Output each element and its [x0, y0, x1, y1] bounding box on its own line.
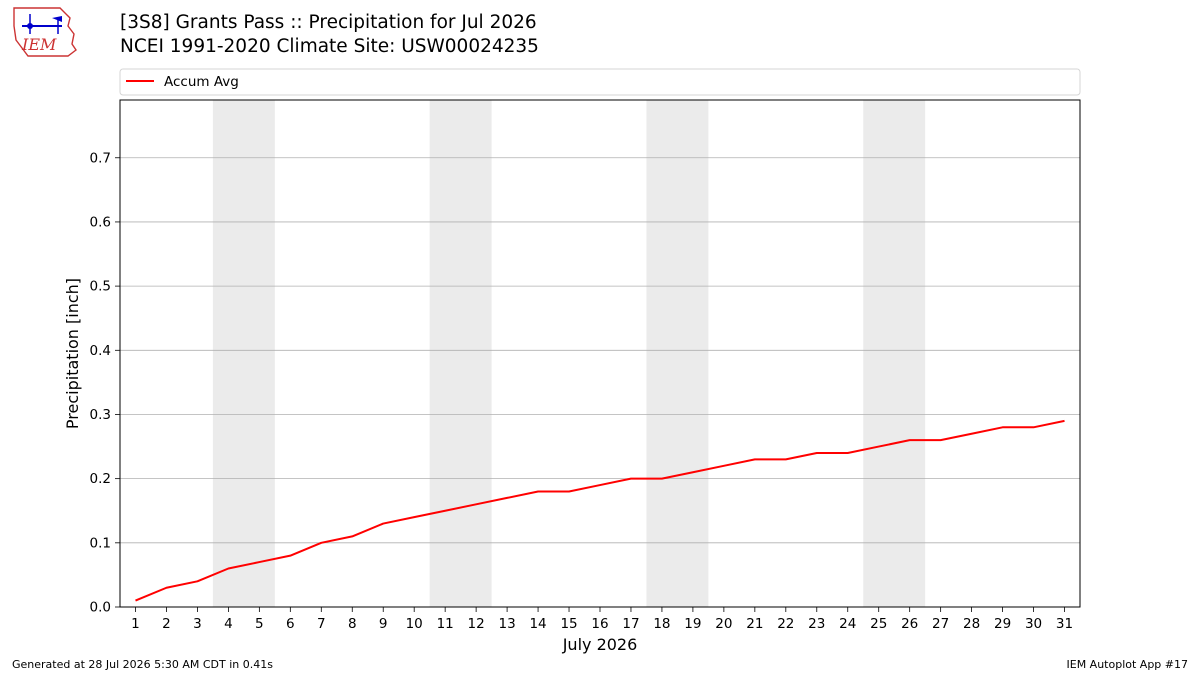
- x-tick-label: 29: [994, 616, 1011, 632]
- x-tick-label: 11: [437, 616, 454, 632]
- x-tick-label: 21: [746, 616, 763, 632]
- x-tick-label: 23: [808, 616, 825, 632]
- x-tick-label: 7: [317, 616, 326, 632]
- x-tick-label: 13: [499, 616, 516, 632]
- x-tick-label: 1: [131, 616, 140, 632]
- x-tick-label: 6: [286, 616, 295, 632]
- chart-title: [3S8] Grants Pass :: Precipitation for J…: [120, 12, 537, 33]
- legend-label: Accum Avg: [164, 74, 239, 90]
- weekend-band: [212, 100, 275, 607]
- x-tick-label: 10: [406, 616, 423, 632]
- y-tick-label: 0.5: [90, 279, 111, 295]
- x-tick-label: 17: [622, 616, 639, 632]
- y-tick-label: 0.7: [90, 150, 111, 166]
- footer-app-text: IEM Autoplot App #17: [1066, 658, 1189, 671]
- y-tick-label: 0.2: [90, 471, 111, 487]
- legend-box: [119, 68, 1081, 96]
- chart-subtitle: NCEI 1991-2020 Climate Site: USW00024235: [120, 36, 539, 57]
- x-tick-label: 27: [932, 616, 949, 632]
- plot-frame: [119, 99, 1081, 608]
- x-tick-label: 15: [560, 616, 577, 632]
- weekend-band: [646, 100, 709, 607]
- x-tick-label: 31: [1056, 616, 1073, 632]
- x-tick-label: 5: [255, 616, 264, 632]
- y-tick-label: 0.4: [90, 343, 111, 359]
- x-tick-label: 20: [715, 616, 732, 632]
- x-tick-label: 9: [379, 616, 388, 632]
- x-tick-label: 3: [193, 616, 202, 632]
- x-axis-label: July 2026: [562, 635, 638, 654]
- iem-logo: IEM: [13, 7, 77, 57]
- x-tick-label: 2: [162, 616, 171, 632]
- x-tick-label: 28: [963, 616, 980, 632]
- x-tick-label: 12: [468, 616, 485, 632]
- weekend-band: [429, 100, 492, 607]
- series-line: [135, 419, 1065, 602]
- x-tick-label: 30: [1025, 616, 1042, 632]
- y-tick-label: 0.3: [90, 407, 111, 423]
- weekend-band: [863, 100, 926, 607]
- x-tick-label: 26: [901, 616, 918, 632]
- x-tick-label: 19: [684, 616, 701, 632]
- x-tick-label: 25: [870, 616, 887, 632]
- y-axis-label: Precipitation [inch]: [63, 278, 82, 429]
- x-tick-label: 14: [529, 616, 546, 632]
- x-tick-label: 24: [839, 616, 856, 632]
- x-tick-label: 22: [777, 616, 794, 632]
- y-tick-label: 0.1: [90, 535, 111, 551]
- y-tick-label: 0.0: [90, 600, 111, 616]
- iem-logo-text: IEM: [21, 35, 57, 54]
- y-tick-label: 0.6: [90, 214, 111, 230]
- footer-generated-text: Generated at 28 Jul 2026 5:30 AM CDT in …: [12, 658, 273, 671]
- x-tick-label: 18: [653, 616, 670, 632]
- x-tick-label: 4: [224, 616, 233, 632]
- x-tick-label: 8: [348, 616, 357, 632]
- x-tick-label: 16: [591, 616, 608, 632]
